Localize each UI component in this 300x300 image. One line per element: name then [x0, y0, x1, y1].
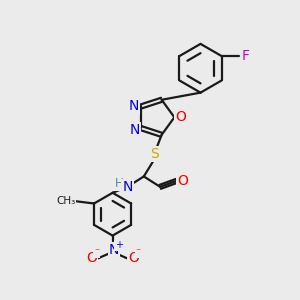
Text: N: N [122, 180, 133, 194]
Text: ⁻: ⁻ [135, 248, 140, 257]
Text: N: N [128, 100, 139, 113]
Text: F: F [242, 49, 250, 63]
Text: O: O [86, 251, 97, 266]
Text: ⁻: ⁻ [94, 248, 99, 257]
Text: O: O [128, 251, 139, 266]
Text: O: O [176, 110, 186, 124]
Text: CH₃: CH₃ [56, 196, 76, 206]
Text: S: S [150, 147, 159, 161]
Text: O: O [178, 174, 188, 188]
Text: N: N [129, 123, 140, 136]
Text: N: N [109, 244, 119, 257]
Text: +: + [115, 240, 123, 250]
Text: H: H [115, 177, 124, 190]
